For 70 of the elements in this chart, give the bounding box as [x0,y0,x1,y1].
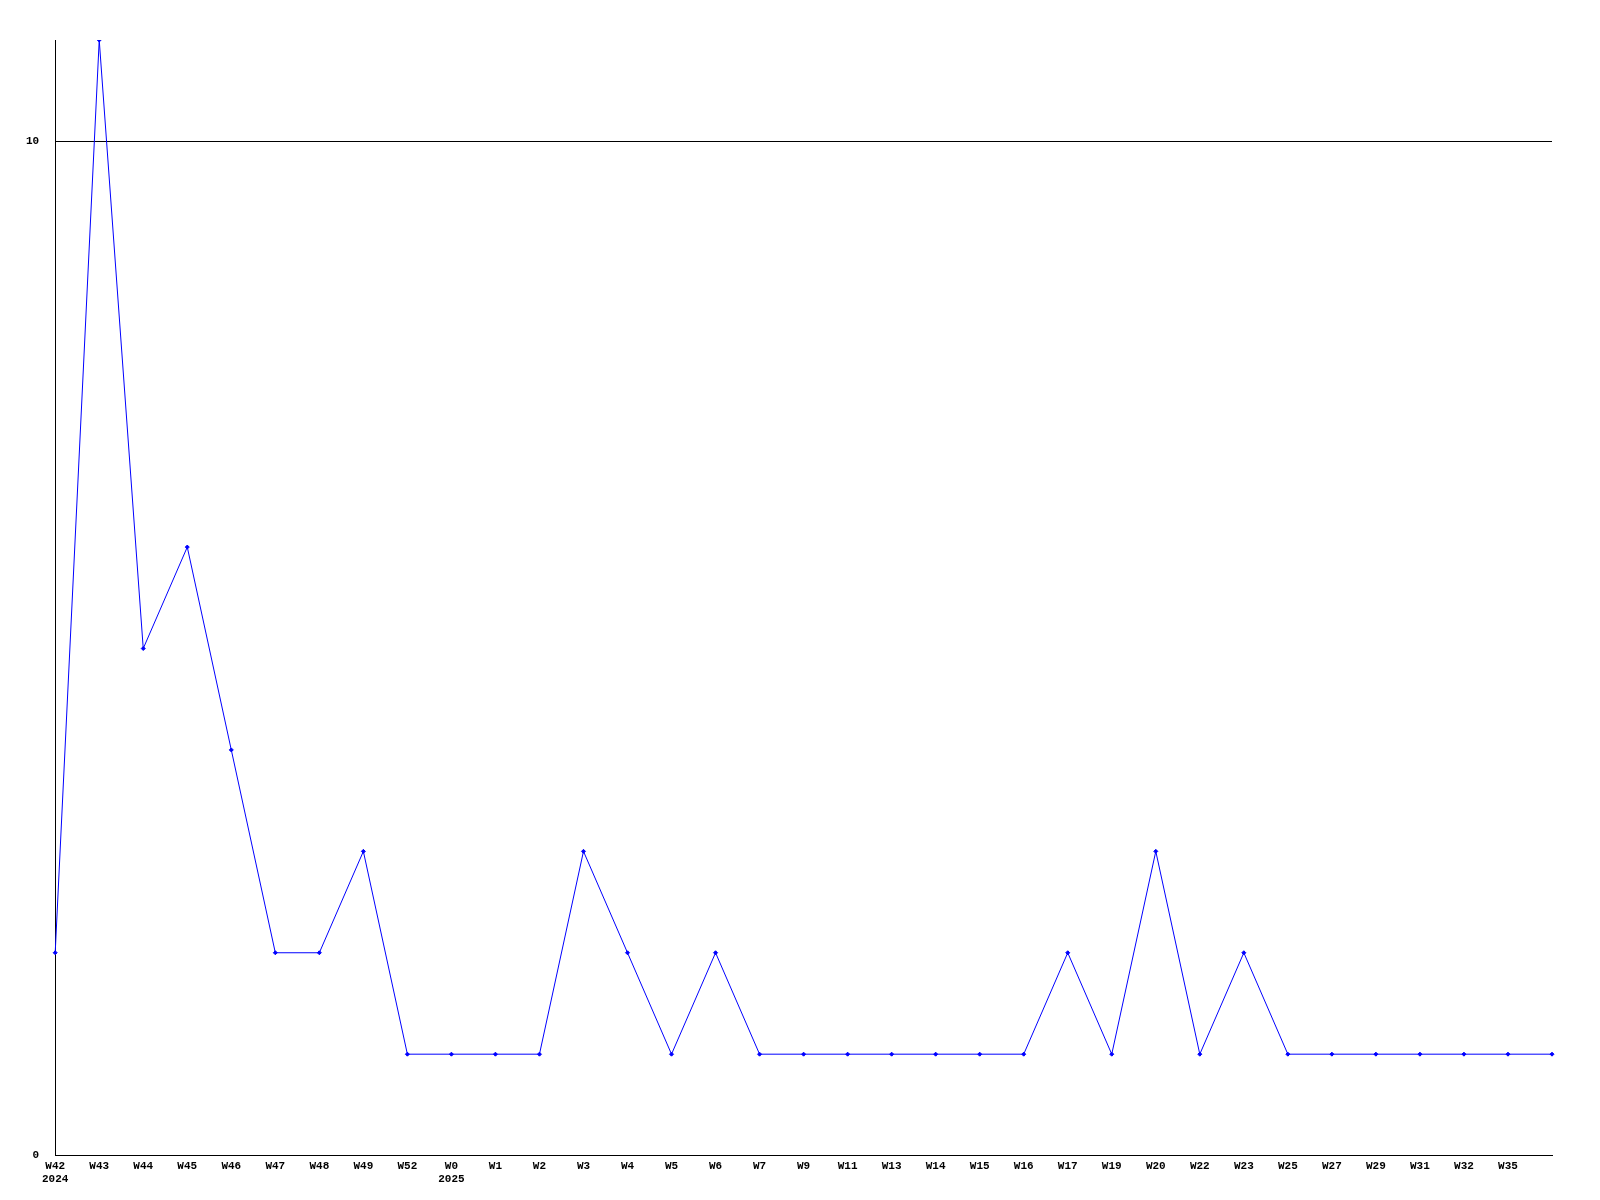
x-tick-label: W13 [881,1159,902,1172]
x-tick-label: W27 [1321,1159,1342,1172]
x-tick-label: W52 [397,1159,418,1172]
x-tick-label: W23 [1233,1159,1255,1172]
point [1021,1051,1027,1057]
x-tick-label: W43 [89,1159,110,1172]
point [1285,1051,1291,1057]
x-tick-label: W48 [309,1159,330,1172]
point [272,950,278,956]
x-tick-label: W14 [925,1159,946,1172]
point [1417,1051,1423,1057]
point [669,1051,675,1057]
point [889,1051,895,1057]
point [228,747,234,753]
point [1241,950,1247,956]
x-tick-label: W15 [969,1159,990,1172]
x-tick-label: W32 [1454,1159,1474,1172]
x-tick-label: W9 [797,1159,811,1172]
point [1373,1051,1379,1057]
x-tick-label: W1 [488,1159,503,1172]
x-tick-label: W42 2024 [42,1159,69,1186]
x-tick-label: W5 [664,1159,679,1172]
point [492,1051,498,1057]
x-tick-label: W11 [837,1159,858,1172]
point [977,1051,983,1057]
point [184,544,190,550]
x-tick-label: W4 [620,1159,635,1172]
point [360,848,366,854]
point [1197,1051,1203,1057]
point [1461,1051,1467,1057]
point [316,950,322,956]
x-tick-label: W46 [221,1159,242,1172]
x-tick-label: W17 [1057,1159,1078,1172]
point [801,1051,807,1057]
point [1549,1051,1555,1057]
point [580,848,586,854]
x-tick-label: W47 [265,1159,286,1172]
x-tick-label: W31 [1410,1159,1431,1172]
x-tick-label: W7 [752,1159,767,1172]
point [1065,950,1071,956]
point [713,950,719,956]
x-tick-label: W45 [177,1159,198,1172]
x-tick-label: W0 2025 [438,1159,466,1186]
point [757,1051,763,1057]
point [536,1051,542,1057]
x-tick-label: W22 [1189,1159,1210,1172]
x-tick-label: W2 [532,1159,547,1172]
x-tick-label: W20 [1145,1159,1166,1172]
point [140,646,146,652]
point [845,1051,851,1057]
point [1505,1051,1511,1057]
point [1153,848,1159,854]
point [448,1051,454,1057]
y-tick-label: 10 [26,135,40,148]
x-tick-label: W3 [576,1159,591,1172]
x-tick-label: W49 [353,1159,374,1172]
x-tick-label: W35 [1498,1159,1519,1172]
x-tick-label: W44 [133,1159,154,1172]
x-tick-label: W16 [1013,1159,1034,1172]
y-tick-label: 0 [32,1149,40,1162]
x-tick-label: W6 [708,1159,723,1172]
point [625,950,631,956]
x-tick-label: W29 [1366,1159,1386,1172]
point [404,1051,410,1057]
point [1329,1051,1335,1057]
x-tick-label: W19 [1101,1159,1122,1172]
point [933,1051,939,1057]
point [1109,1051,1115,1057]
x-tick-label: W25 [1277,1159,1299,1172]
point [52,950,58,956]
